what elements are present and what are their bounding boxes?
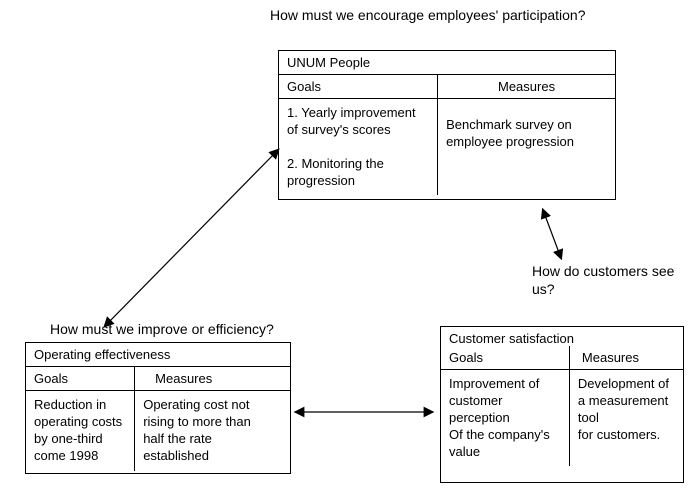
question-people: How must we encourage employees' partici… [270, 6, 586, 24]
box-people-content: 1. Yearly improvement of survey's scores… [279, 99, 615, 195]
box-efficiency-measures-text: Operating cost not rising to more than h… [135, 391, 290, 471]
box-people-header-measures: Measures [438, 75, 615, 98]
box-customer-header-measures: Measures [570, 346, 683, 369]
box-customer-content: Improvement of customer perception Of th… [441, 370, 683, 466]
box-efficiency-title: Operating effectiveness [26, 343, 290, 367]
box-people: UNUM People Goals Measures 1. Yearly imp… [278, 50, 616, 200]
question-people-text: How must we encourage employees' partici… [270, 7, 586, 23]
box-efficiency-headers: Goals Measures [26, 367, 290, 391]
box-customer-measures-text: Development of a measurement tool for cu… [570, 370, 683, 466]
box-people-measures-text: Benchmark survey on employee progression [438, 99, 615, 195]
question-efficiency-text: How must we improve or efficiency? [50, 321, 274, 337]
box-people-header-goals: Goals [279, 75, 438, 98]
box-efficiency-goals-text: Reduction in operating costs by one-thir… [26, 391, 135, 471]
box-customer-headers: Goals Measures [441, 346, 683, 370]
box-customer: Customer satisfaction Goals Measures Imp… [440, 326, 684, 483]
box-efficiency-header-goals: Goals [26, 367, 135, 390]
arrow-people-customer [543, 210, 561, 258]
question-efficiency: How must we improve or efficiency? [50, 320, 274, 338]
box-customer-title: Customer satisfaction [441, 327, 683, 346]
box-customer-header-goals: Goals [441, 346, 570, 369]
box-efficiency-content: Reduction in operating costs by one-thir… [26, 391, 290, 471]
question-customers: How do customers see us? [532, 262, 693, 298]
box-efficiency: Operating effectiveness Goals Measures R… [25, 342, 291, 474]
box-efficiency-header-measures: Measures [135, 367, 290, 390]
box-people-headers: Goals Measures [279, 75, 615, 99]
box-people-title: UNUM People [279, 51, 615, 75]
question-customers-text: How do customers see us? [532, 263, 674, 297]
box-people-goals-text: 1. Yearly improvement of survey's scores… [279, 99, 438, 195]
box-customer-goals-text: Improvement of customer perception Of th… [441, 370, 570, 466]
arrow-people-efficiency [105, 150, 278, 326]
